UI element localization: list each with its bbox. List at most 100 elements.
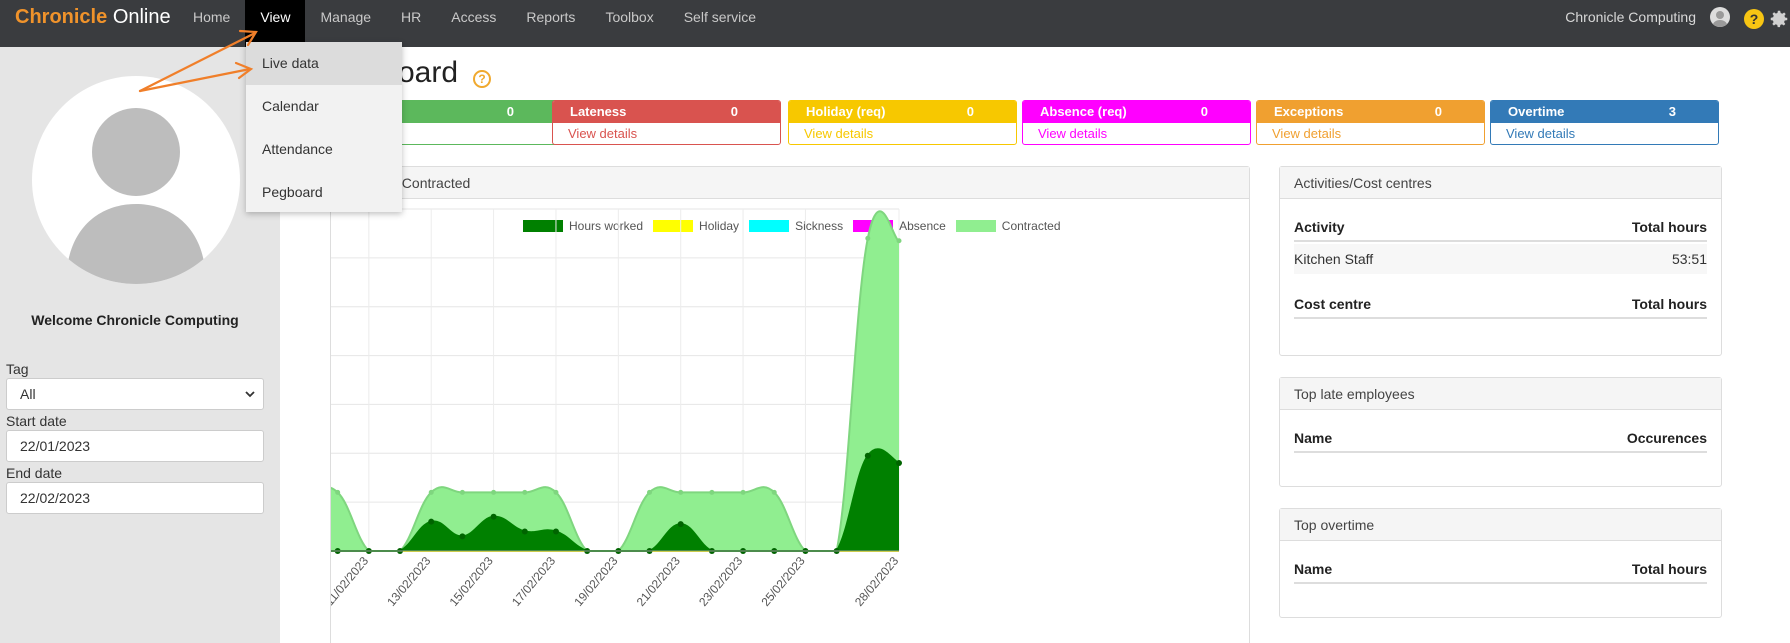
start-date-input[interactable]: 22/01/2023 (6, 430, 264, 462)
nav-item-home[interactable]: Home (193, 9, 231, 25)
view-details-link[interactable]: View details (1506, 126, 1576, 141)
stat-value: 0 (1200, 104, 1208, 119)
col-overtime-name: Name (1294, 561, 1333, 577)
legend-item[interactable]: Hours worked (523, 219, 643, 233)
nav-item-self-service[interactable]: Self service (683, 9, 757, 25)
legend-item[interactable]: Holiday (653, 219, 739, 233)
stat-value: 0 (506, 104, 514, 119)
data-point (428, 518, 435, 525)
hours-chart: 02040608010012014001/02/202303/02/202305… (331, 208, 902, 609)
x-tick-label: 25/02/2023 (758, 554, 808, 609)
col-activity: Activity (1294, 219, 1345, 235)
stat-label: Absence (req) (1040, 104, 1127, 119)
stat-label: Holiday (req) (806, 104, 886, 119)
x-tick-label: 23/02/2023 (696, 554, 746, 609)
col-overtime-total: Total hours (1631, 561, 1707, 577)
start-date-label: Start date (6, 413, 67, 429)
series-line-hours-worked (331, 448, 900, 553)
user-silhouette-icon (66, 108, 206, 284)
nav-item-hr[interactable]: HR (401, 9, 422, 25)
tag-select-value: All (20, 386, 36, 402)
legend-swatch (749, 220, 790, 232)
series-area-contracted (331, 211, 899, 551)
cost-centre-header: Cost centre Total hours (1294, 289, 1707, 319)
data-point (521, 528, 528, 535)
stat-label: Overtime (1508, 104, 1565, 119)
brand-name-part2: Online (112, 6, 171, 28)
overtime-panel: Top overtime Name Total hours (1279, 508, 1722, 618)
late-employees-panel: Top late employees Name Occurences (1279, 377, 1722, 487)
end-date-value: 22/02/2023 (20, 490, 91, 506)
menu-item-pegboard[interactable]: Pegboard (262, 184, 323, 200)
late-title: Top late employees (1280, 378, 1721, 410)
nav-item-manage[interactable]: Manage (320, 9, 372, 25)
data-point (864, 452, 871, 459)
data-point (459, 489, 465, 495)
tag-select[interactable]: All (6, 378, 264, 410)
x-tick-label: 28/02/2023 (852, 554, 902, 609)
stat-card-header: Overtime 3 (1491, 101, 1718, 123)
data-point (896, 238, 902, 244)
activities-panel: Activities/Cost centres Activity Total h… (1279, 166, 1722, 356)
data-point (459, 533, 466, 540)
activities-title: Activities/Cost centres (1280, 167, 1721, 199)
view-details-link[interactable]: View details (1038, 126, 1108, 141)
stat-value: 0 (966, 104, 974, 119)
legend-label: Contracted (1001, 219, 1061, 233)
data-point (677, 521, 684, 528)
stat-card-header: Absence (req) 0 (1023, 101, 1250, 123)
data-point (522, 489, 528, 495)
series-line-contracted (331, 210, 900, 553)
legend-item[interactable]: Contracted (955, 219, 1061, 233)
hours-chart-panel: orked vs Contracted Hours worked Holiday S… (330, 166, 1250, 643)
sidebar: Welcome Chronicle Computing Tag All Star… (0, 47, 280, 643)
col-name: Name (1294, 430, 1333, 446)
data-point (491, 489, 497, 495)
col-cost-centre: Cost centre (1294, 296, 1372, 312)
data-point (709, 489, 715, 495)
nav-item-view[interactable]: View (245, 0, 306, 47)
welcome-text: Welcome Chronicle Computing (31, 312, 239, 328)
stat-label: Lateness (570, 104, 627, 119)
menu-item-live-data[interactable]: Live data (246, 42, 402, 85)
user-avatar-icon[interactable] (1710, 7, 1730, 27)
table-row: Kitchen Staff 53:51 (1294, 244, 1707, 274)
data-point (678, 489, 684, 495)
stat-card: Absence (req) 0 View details (1022, 100, 1251, 145)
stat-card: Exceptions 0 View details (1256, 100, 1485, 145)
stat-card-header: Holiday (req) 0 (789, 101, 1016, 123)
help-icon[interactable]: ? (1744, 9, 1764, 29)
x-tick-label: 21/02/2023 (634, 554, 684, 609)
brand-name-part1: Chronicle (15, 6, 108, 28)
x-tick-label: 19/02/2023 (571, 554, 621, 609)
view-dropdown-menu: Live data Calendar Attendance Pegboard (246, 42, 402, 212)
legend-swatch (653, 220, 694, 232)
data-point (740, 489, 746, 495)
menu-item-attendance[interactable]: Attendance (262, 141, 333, 157)
legend-item[interactable]: Sickness (749, 219, 843, 233)
overtime-title: Top overtime (1280, 509, 1721, 541)
legend-label: Absence (899, 219, 946, 233)
legend-swatch (523, 220, 563, 232)
view-details-link[interactable]: View details (1272, 126, 1342, 141)
menu-item-calendar[interactable]: Calendar (262, 98, 319, 114)
x-tick-label: 11/02/2023 (331, 554, 371, 609)
page-help-icon[interactable]: ? (473, 70, 491, 88)
stat-label: Exceptions (1274, 104, 1344, 119)
x-tick-label: 13/02/2023 (384, 554, 434, 609)
nav-item-access[interactable]: Access (451, 9, 497, 25)
brand-logo[interactable]: Chronicle Online (15, 6, 171, 29)
user-name[interactable]: Chronicle Computing (1565, 9, 1696, 25)
data-point (335, 489, 341, 495)
chart-panel-title: orked vs Contracted (331, 167, 1249, 199)
data-point (771, 489, 777, 495)
data-point (896, 460, 902, 467)
gear-icon[interactable] (1768, 8, 1790, 30)
end-date-input[interactable]: 22/02/2023 (6, 482, 264, 514)
stat-card-header: Exceptions 0 (1257, 101, 1484, 123)
nav-item-toolbox[interactable]: Toolbox (605, 9, 654, 25)
nav-item-reports[interactable]: Reports (526, 9, 576, 25)
view-details-link[interactable]: View details (804, 126, 874, 141)
view-details-link[interactable]: View details (568, 126, 638, 141)
